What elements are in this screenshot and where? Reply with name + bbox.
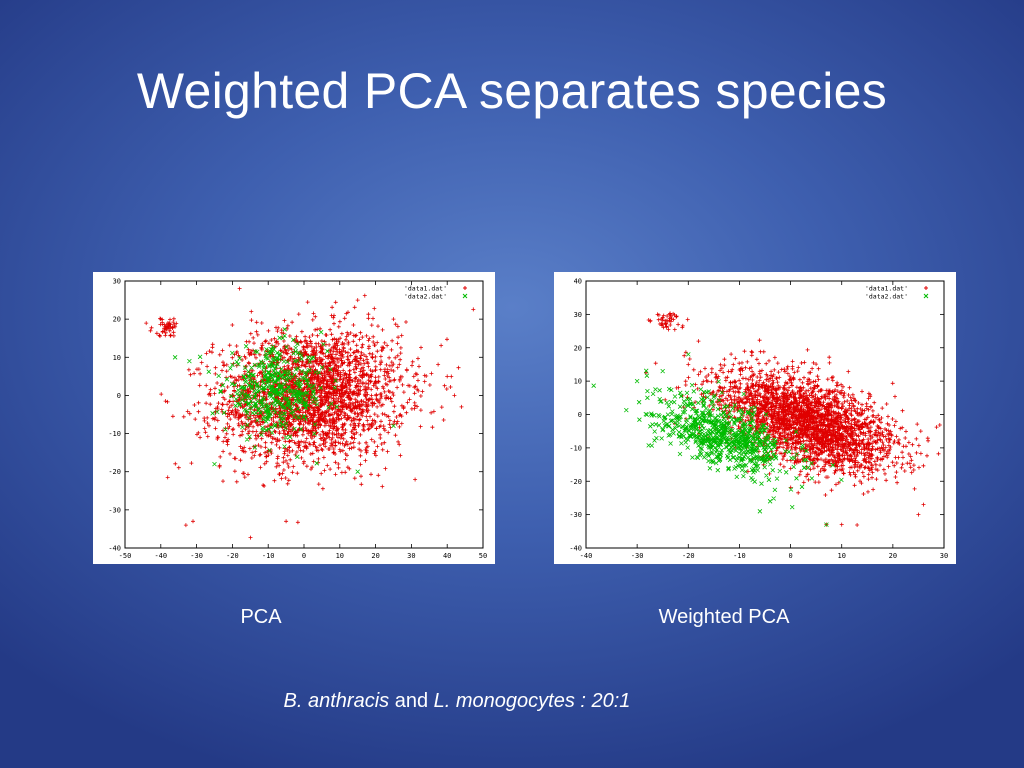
x-tick-label: -30	[190, 552, 203, 560]
x-tick-label: 0	[788, 552, 792, 560]
x-tick-label: -10	[262, 552, 275, 560]
series-2-points	[172, 327, 396, 474]
y-tick-label: -40	[569, 545, 582, 553]
y-tick-label: 0	[117, 392, 121, 400]
x-tick-label: 0	[302, 552, 306, 560]
weighted-pca-plot-panel: -40 -30 -20 -10 0 10 20 30 -40 -30 -20 -10 0 10 20 30 40…	[554, 272, 956, 564]
y-tick-label: 0	[578, 411, 582, 419]
slide-title: Weighted PCA separates species	[136, 63, 888, 119]
y-tick-label: 20	[574, 344, 582, 352]
footnote-connector: and	[389, 690, 434, 712]
series-1-markers	[144, 286, 476, 540]
series-2-points	[591, 352, 844, 527]
series-1-points	[144, 286, 476, 540]
x-tick-label: 10	[336, 552, 344, 560]
y-tick-label: -10	[569, 444, 582, 452]
y-tick-label: 40	[574, 278, 582, 286]
x-tick-label: -50	[119, 552, 132, 560]
y-tick-label: 20	[113, 316, 121, 324]
y-tick-label: -30	[569, 511, 582, 519]
x-tick-label: 40	[443, 552, 451, 560]
series-1-points	[644, 311, 942, 527]
x-tick-label: -20	[226, 552, 239, 560]
pca-plot-panel: -50 -40 -30 -20 -10 0 10 20 30 40 50 -40 -30 -20 -10 0 1…	[93, 272, 495, 564]
x-tick-label: 50	[479, 552, 487, 560]
legend-marker-series-2	[923, 293, 929, 299]
y-tick-label: -30	[108, 506, 121, 514]
series-2-markers	[591, 352, 844, 527]
ratio-footnote: B. anthracis and L. monogocytes : 20:1	[0, 690, 914, 713]
legend-marker-series-1	[924, 286, 928, 290]
y-tick-label: -40	[108, 545, 121, 553]
pca-caption: PCA	[240, 606, 282, 628]
series-1-markers	[644, 311, 942, 527]
y-tick-label: -20	[108, 468, 121, 476]
weighted-pca-caption: Weighted PCA	[658, 606, 790, 628]
legend-label-series-2: 'data2.dat'	[404, 293, 447, 301]
legend-label-series-1: 'data1.dat'	[404, 285, 447, 293]
x-tick-label: -30	[631, 552, 644, 560]
y-tick-label: -10	[108, 430, 121, 438]
x-tick-label: 20	[371, 552, 379, 560]
x-tick-label: -40	[154, 552, 167, 560]
series-2-markers	[172, 327, 396, 474]
x-tick-label: -40	[580, 552, 593, 560]
x-tick-label: 30	[940, 552, 948, 560]
y-tick-label: 10	[113, 354, 121, 362]
weighted-pca-scatter-plot: -40 -30 -20 -10 0 10 20 30 -40 -30 -20 -10 0 10 20 30 40…	[569, 278, 948, 561]
x-tick-label: -10	[733, 552, 746, 560]
species-2-label: L. monogocytes : 20:1	[433, 690, 631, 712]
pca-scatter-plot: -50 -40 -30 -20 -10 0 10 20 30 40 50-40-30-20-1001…	[108, 278, 487, 561]
legend-marker-series-2	[462, 293, 468, 299]
x-tick-label: 10	[837, 552, 845, 560]
legend-label-series-2: 'data2.dat'	[865, 293, 908, 301]
y-tick-label: -20	[569, 478, 582, 486]
species-1-label: B. anthracis	[283, 690, 390, 712]
y-tick-label: 30	[113, 278, 121, 286]
legend-label-series-1: 'data1.dat'	[865, 285, 908, 293]
y-tick-label: 10	[574, 378, 582, 386]
x-tick-label: -20	[682, 552, 695, 560]
y-tick-label: 30	[574, 311, 582, 319]
x-tick-label: 30	[407, 552, 415, 560]
legend-marker-series-1	[463, 286, 467, 290]
plot-frame	[124, 280, 484, 549]
x-tick-label: 20	[889, 552, 897, 560]
